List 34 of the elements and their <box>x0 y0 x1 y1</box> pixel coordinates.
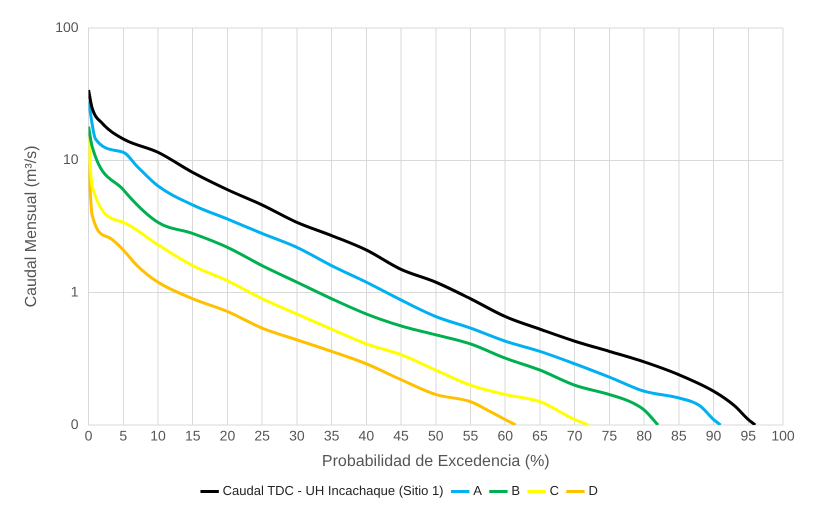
y-axis-title: Caudal Mensual (m³/s) <box>23 146 40 308</box>
x-tick-label: 10 <box>150 427 166 444</box>
x-tick-label: 15 <box>184 427 201 444</box>
x-tick-label: 70 <box>566 427 583 444</box>
x-tick-label: 20 <box>220 427 236 444</box>
x-tick-label: 60 <box>497 427 514 444</box>
x-tick-label: 30 <box>289 427 305 444</box>
x-tick-label: 100 <box>771 427 795 444</box>
x-tick-label: 55 <box>462 427 478 444</box>
y-tick-label: 10 <box>62 151 79 168</box>
line-series <box>88 125 660 425</box>
legend-label: D <box>588 483 598 498</box>
x-tick-label: 95 <box>740 427 756 444</box>
x-tick-label: 25 <box>254 427 270 444</box>
x-tick-label: 40 <box>358 427 374 444</box>
y-tick-label: 100 <box>55 18 79 35</box>
x-tick-label: 90 <box>706 427 722 444</box>
x-tick-label: 0 <box>84 427 93 444</box>
x-tick-label: 45 <box>393 427 410 444</box>
y-tick-label: 1 <box>70 284 79 300</box>
legend-label: B <box>511 483 520 498</box>
x-tick-label: 50 <box>428 427 444 444</box>
line-series <box>88 136 590 425</box>
x-tick-label: 85 <box>671 427 687 444</box>
x-tick-label: 75 <box>602 427 618 444</box>
x-tick-label: 35 <box>324 427 340 444</box>
x-axis-title: Probabilidad de Excedencia (%) <box>322 452 550 470</box>
x-tick-label: 5 <box>119 427 128 444</box>
legend-label: Caudal TDC - UH Incachaque (Sitio 1) <box>222 483 444 498</box>
y-tick-label: 0 <box>70 416 79 432</box>
legend-label: C <box>550 483 559 498</box>
x-tick-label: 65 <box>532 427 548 444</box>
legend-label: A <box>473 483 482 498</box>
x-tick-label: 80 <box>636 427 652 444</box>
